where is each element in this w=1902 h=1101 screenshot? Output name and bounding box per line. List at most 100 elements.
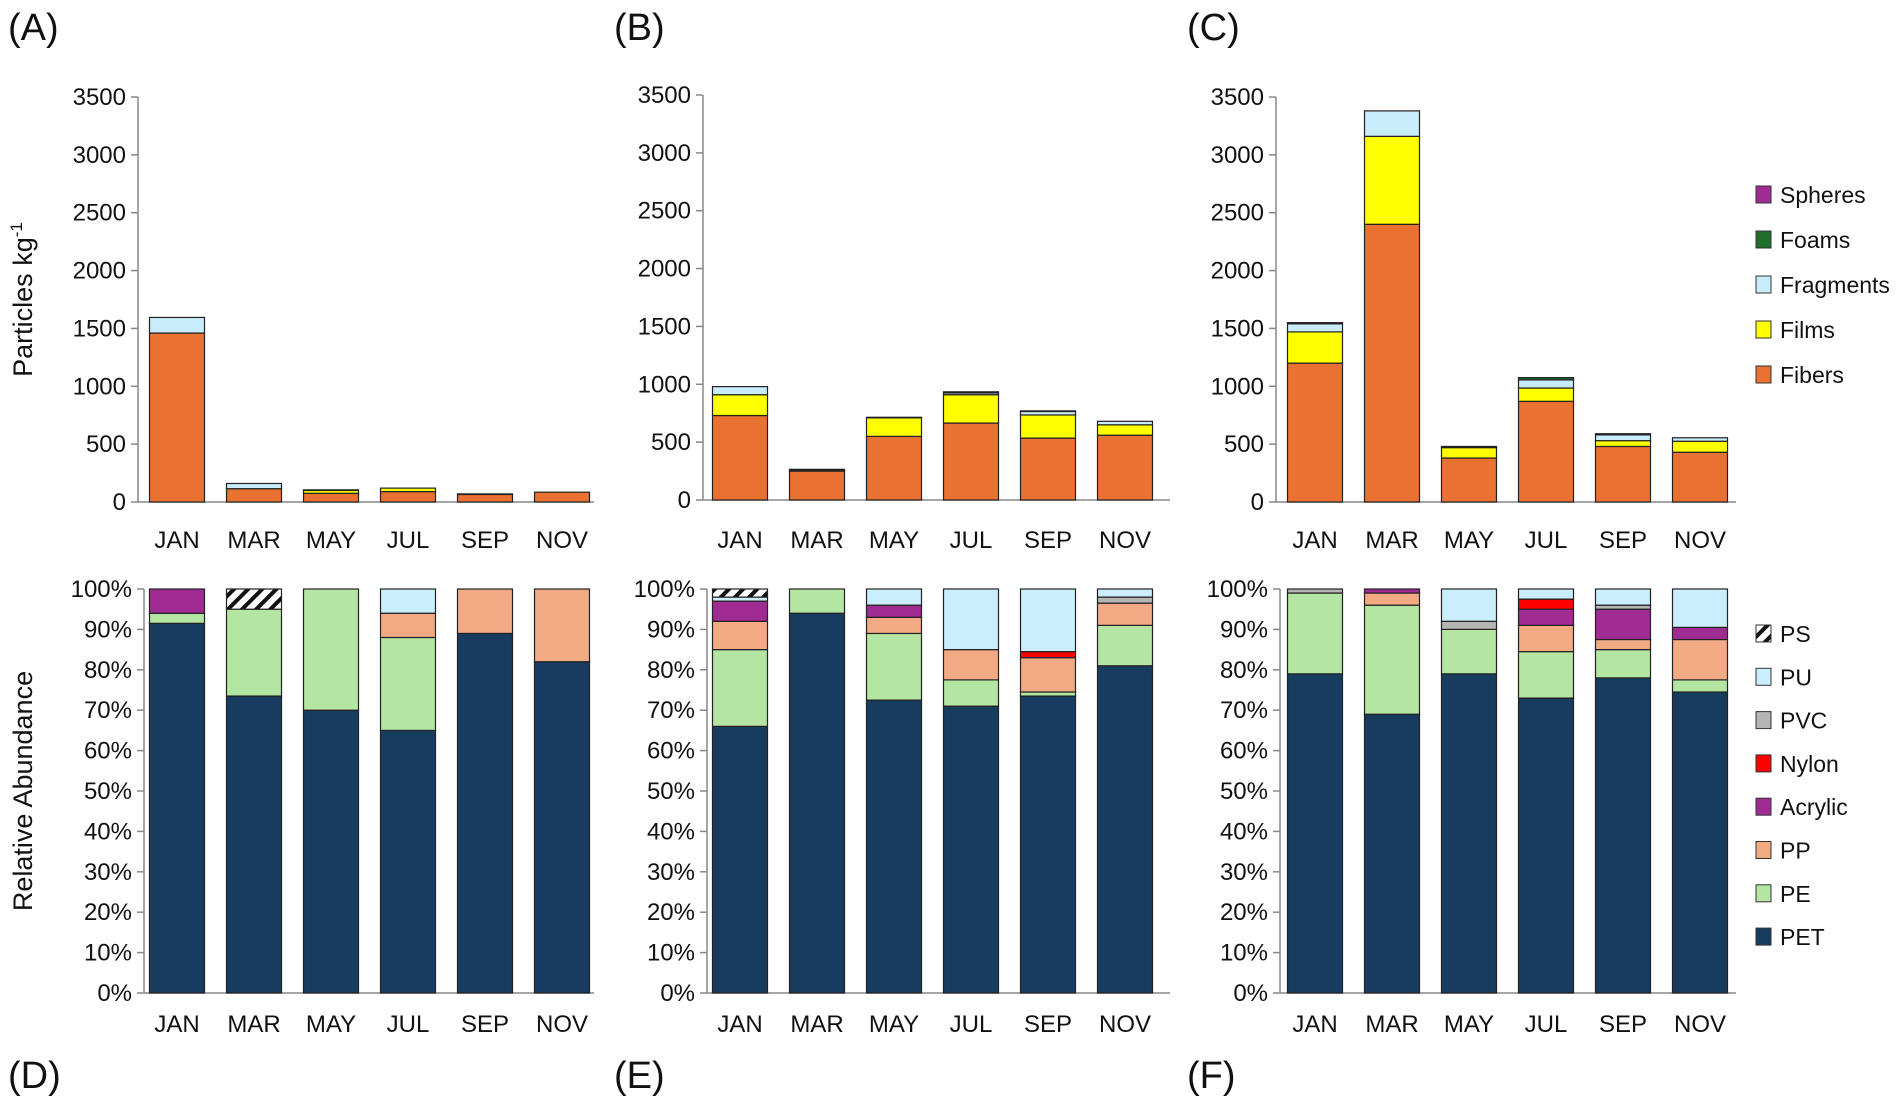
y-tick-label: 100%	[1207, 576, 1268, 603]
x-tick-label: MAR	[790, 527, 843, 554]
legend: Spheres Foams Fragments Films Fibers	[1755, 182, 1890, 388]
bar-segment-pvc	[1096, 596, 1154, 604]
bar-segment-films	[1594, 440, 1652, 448]
bar-segment-pu	[1440, 588, 1498, 622]
bar-segment-films	[1671, 440, 1729, 453]
panel-label: (B)	[614, 7, 665, 49]
bar-segment-acrylic	[865, 604, 923, 618]
bar-nov	[1096, 588, 1154, 994]
x-tick-label: MAY	[869, 527, 919, 554]
legend-item-pu: PU	[1755, 664, 1812, 690]
bar-segment-pp	[711, 620, 769, 651]
legend-swatch	[1755, 320, 1772, 339]
legend-item-films: Films	[1755, 317, 1835, 343]
bar-sep	[1594, 588, 1652, 994]
bar-segment-acrylic	[711, 600, 769, 622]
x-tick-label: SEP	[1599, 1011, 1647, 1038]
bar-mar	[225, 482, 283, 503]
bar-segment-fibers	[865, 435, 923, 501]
bar-jan	[1286, 322, 1344, 503]
bar-segment-pe	[865, 632, 923, 701]
x-tick-label: SEP	[1024, 527, 1072, 554]
y-tick-label: 1000	[638, 371, 691, 398]
y-tick-label: 2000	[73, 258, 126, 285]
bar-segment-films	[1286, 331, 1344, 364]
y-tick-label: 1500	[638, 313, 691, 340]
y-tick-label: 1000	[73, 373, 126, 400]
y-tick-label: 1500	[1211, 315, 1264, 342]
y-tick-label: 80%	[84, 657, 132, 684]
legend-label: Foams	[1780, 227, 1850, 253]
bar-may	[865, 588, 923, 994]
bar-segment-fibers	[1594, 445, 1652, 503]
bar-segment-films	[1363, 135, 1421, 225]
bar-segment-pet	[1019, 695, 1077, 994]
bar-segment-pet	[1363, 713, 1421, 994]
bar-segment-pvc	[1594, 604, 1652, 610]
y-tick-label: 60%	[1220, 738, 1268, 765]
bar-segment-ps	[225, 588, 283, 610]
bar-segment-pu	[1019, 588, 1077, 653]
bar-jan	[148, 316, 206, 503]
x-tick-label: JUL	[950, 1011, 993, 1038]
bar-segment-fragments	[1517, 379, 1575, 389]
bar-jul	[1517, 377, 1575, 503]
bar-segment-films	[1019, 414, 1077, 439]
legend-swatch	[1755, 624, 1772, 643]
x-tick-label: NOV	[536, 527, 588, 554]
legend-label: PP	[1780, 838, 1811, 864]
legend-swatch	[1755, 275, 1772, 294]
bar-mar	[788, 588, 846, 994]
bar-sep	[1019, 410, 1077, 501]
y-tick-label: 50%	[1220, 778, 1268, 805]
bar-segment-fibers	[942, 422, 1000, 501]
bar-segment-fragments	[225, 482, 283, 490]
legend-item-spheres: Spheres	[1755, 182, 1866, 208]
y-tick-label: 100%	[634, 576, 695, 603]
y-tick-label: 1000	[1211, 373, 1264, 400]
bar-segment-pet	[225, 695, 283, 994]
panel-a: (A) 0 500 1000 1500 2000 2500 3000 3500 Particles…	[7, 7, 594, 554]
legend: PS PU PVC Nylon Acrylic PP PE PET	[1755, 621, 1848, 950]
x-tick-label: JUL	[950, 527, 993, 554]
bar-segment-nylon	[1019, 651, 1077, 659]
bar-segment-fibers	[533, 491, 591, 503]
legend-swatch	[1755, 754, 1772, 773]
bar-segment-fibers	[1517, 400, 1575, 503]
bar-may	[1440, 588, 1498, 994]
y-tick-label: 500	[651, 429, 691, 456]
panel-c: (C) 0 500 1000 1500 2000 2500 3000 3500 JAN MAR MAY…	[1187, 7, 1890, 554]
y-tick-label: 40%	[647, 818, 695, 845]
bar-segment-films	[942, 394, 1000, 424]
bar-segment-pet	[148, 622, 206, 994]
x-tick-label: JAN	[1292, 527, 1337, 554]
y-tick-label: 0	[113, 489, 126, 516]
bar-segment-pp	[379, 612, 437, 639]
y-tick-label: 3500	[1211, 84, 1264, 111]
legend-item-pet: PET	[1755, 924, 1825, 950]
legend-label: Nylon	[1780, 751, 1839, 777]
x-tick-label: SEP	[1024, 1011, 1072, 1038]
bar-jul	[942, 588, 1000, 994]
legend-label: PU	[1780, 664, 1812, 690]
panel-f: (F) 0% 10% 20% 30% 40% 50% 60% 70% 80% 90% 100% JAN M…	[1187, 576, 1848, 1097]
bar-segment-fibers	[711, 414, 769, 501]
bar-segment-acrylic	[1594, 608, 1652, 641]
y-tick-label: 60%	[647, 738, 695, 765]
bar-segment-pp	[533, 588, 591, 663]
x-tick-label: JAN	[154, 527, 199, 554]
bar-segment-films	[711, 394, 769, 417]
x-tick-label: JAN	[717, 527, 762, 554]
y-tick-label: 2000	[1211, 258, 1264, 285]
y-tick-label: 500	[86, 431, 126, 458]
legend-item-fibers: Fibers	[1755, 362, 1844, 388]
bar-segment-fibers	[148, 332, 206, 503]
x-tick-label: MAR	[227, 527, 280, 554]
bar-jan	[1286, 588, 1344, 994]
y-tick-label: 2500	[73, 200, 126, 227]
legend-swatch	[1755, 884, 1772, 903]
x-tick-label: MAY	[306, 527, 356, 554]
panel-label: (E)	[614, 1055, 665, 1097]
bar-segment-acrylic	[1363, 588, 1421, 594]
